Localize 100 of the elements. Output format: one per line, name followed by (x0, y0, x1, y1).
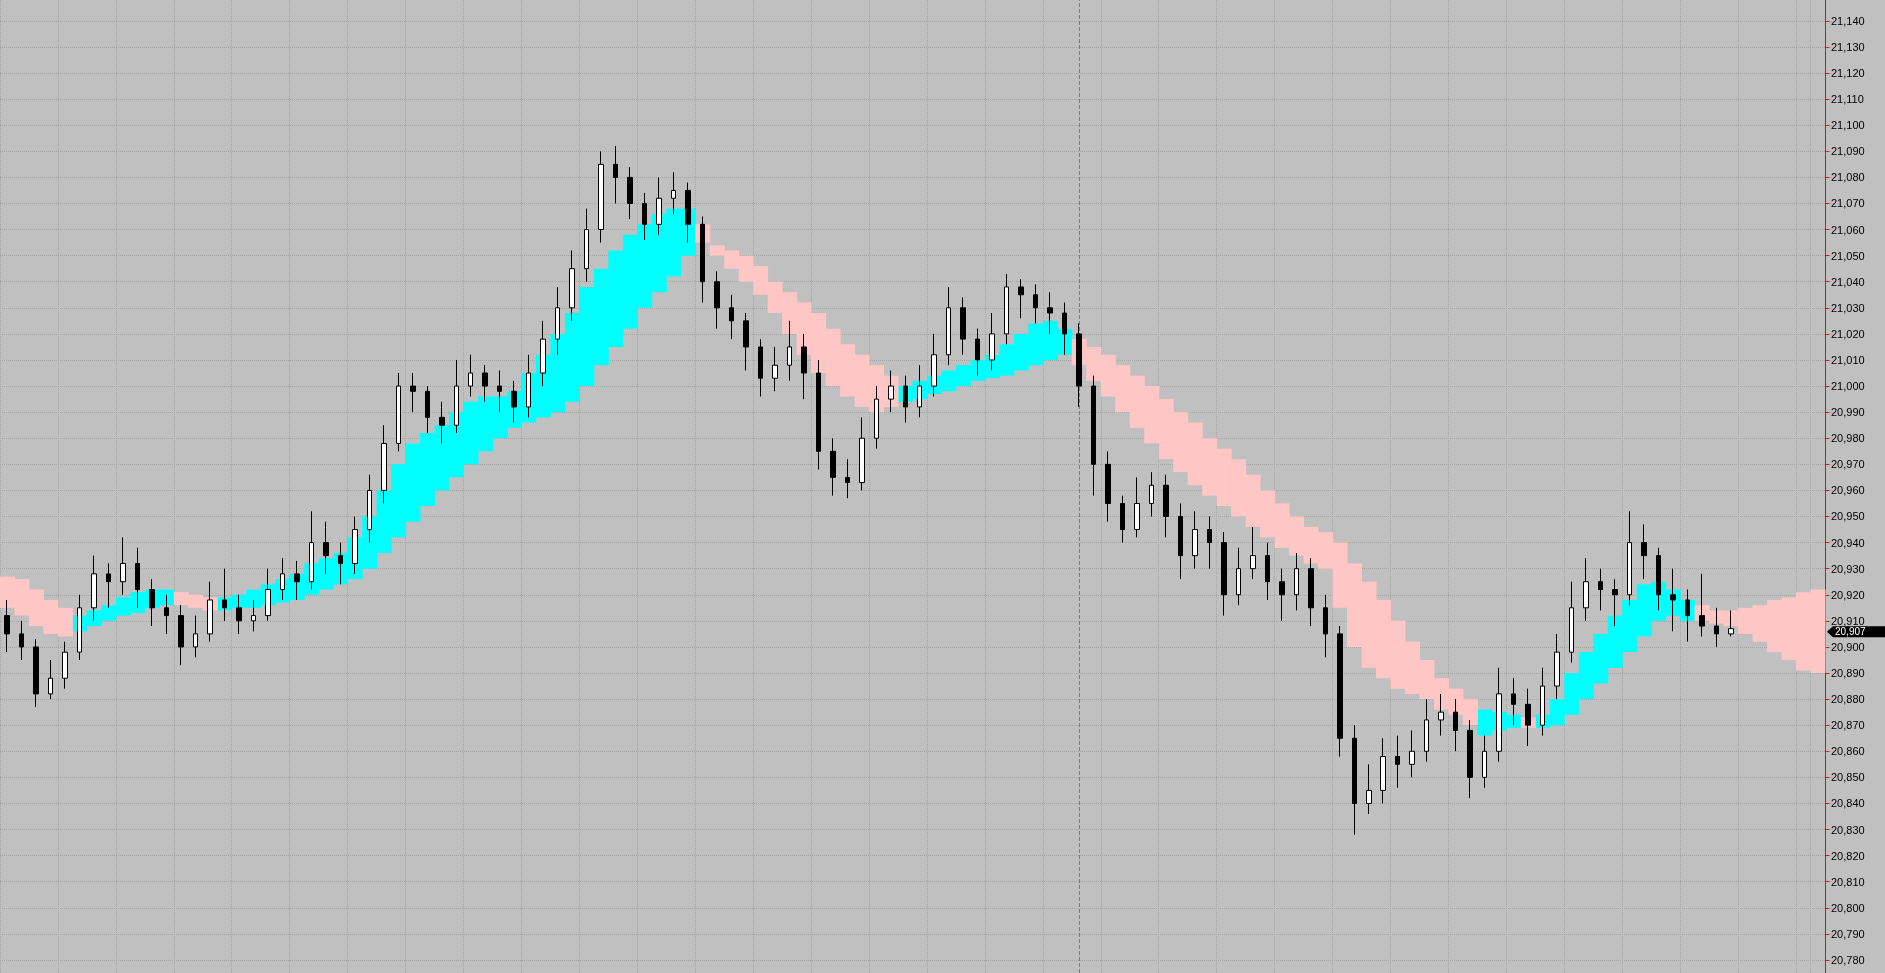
candlestick (975, 328, 980, 377)
candlestick (1482, 735, 1487, 789)
y-tick-label: 21,110 (1831, 93, 1864, 106)
y-tick-label: 21,030 (1831, 301, 1865, 314)
candlestick (33, 638, 39, 708)
candlestick (1380, 737, 1386, 804)
candlestick (48, 659, 53, 700)
y-tick-label: 20,990 (1831, 406, 1865, 419)
y-tick-label: 20,970 (1831, 458, 1865, 471)
candlestick (1554, 633, 1560, 700)
text: 20,907 (1835, 626, 1867, 638)
candlestick (149, 578, 155, 627)
candlestick (454, 359, 459, 434)
y-tick-label: 21,120 (1831, 67, 1865, 80)
candlestick (19, 620, 24, 661)
y-tick-label: 21,070 (1831, 197, 1865, 210)
candlestick (1337, 625, 1343, 757)
candlestick (1685, 589, 1690, 643)
candlestick (598, 150, 604, 244)
candlestick (1279, 568, 1285, 622)
candlestick (772, 346, 778, 392)
candlestick (1569, 581, 1574, 664)
candlestick (1076, 322, 1082, 408)
candlestick (1265, 542, 1270, 601)
candlestick (685, 182, 691, 244)
candlestick (338, 542, 343, 585)
candlestick (526, 354, 531, 418)
candlestick (569, 249, 575, 322)
candlestick (396, 372, 401, 452)
candlestick (1525, 688, 1531, 747)
candlestick (323, 521, 329, 575)
candlestick (280, 557, 285, 601)
candlestick (1728, 609, 1734, 637)
candlestick (859, 416, 865, 491)
candlestick (801, 333, 807, 400)
candlestick (1612, 578, 1618, 627)
candlestick (714, 270, 720, 330)
candlestick (1207, 516, 1212, 570)
y-tick-label: 20,900 (1831, 640, 1865, 653)
y-tick-label: 20,800 (1831, 901, 1865, 914)
candlestick (540, 320, 546, 387)
y-tick-label: 21,100 (1831, 119, 1865, 132)
candlestick (729, 294, 734, 340)
candlestick (1699, 573, 1705, 637)
candlestick (1496, 667, 1502, 763)
y-tick-label: 20,840 (1831, 797, 1865, 810)
candlestick (671, 171, 676, 215)
y-tick-label: 21,130 (1831, 40, 1865, 53)
y-tick-label: 21,010 (1831, 353, 1865, 366)
y-tick-label: 21,000 (1831, 380, 1865, 393)
y-tick-label: 20,890 (1831, 667, 1865, 680)
candlestick (1091, 375, 1096, 497)
candlestick (207, 581, 213, 643)
candlestick (656, 176, 662, 236)
candlestick (1105, 450, 1111, 523)
y-tick-label: 20,910 (1831, 614, 1865, 627)
candlestick (888, 369, 894, 413)
candlestick (1438, 693, 1444, 737)
candlestick (642, 192, 647, 241)
y-tick-label: 20,880 (1831, 693, 1865, 706)
candlestick (1323, 594, 1328, 658)
y-tick-label: 20,940 (1831, 536, 1865, 549)
candlestick (613, 145, 618, 204)
candlestick (1221, 531, 1227, 617)
candlestick (62, 641, 68, 690)
y-tick-label: 20,920 (1831, 588, 1865, 601)
y-tick-label: 20,950 (1831, 510, 1865, 523)
candlestick (482, 364, 488, 403)
y-tick-label: 21,080 (1831, 171, 1865, 184)
candlestick (1004, 273, 1009, 345)
candlestick (1163, 474, 1169, 538)
candlestick (236, 594, 242, 635)
candlestick (106, 562, 111, 609)
candlestick (1134, 476, 1140, 538)
candlestick (222, 568, 227, 622)
candlestick (309, 510, 314, 591)
y-tick-label: 20,860 (1831, 745, 1865, 758)
candlestick (1192, 510, 1198, 570)
y-tick-label: 21,040 (1831, 275, 1865, 288)
candlestick (989, 312, 995, 371)
y-tick-label: 20,870 (1831, 719, 1865, 732)
candlestick (874, 385, 879, 450)
candlestick (1018, 278, 1024, 319)
candlestick (1236, 547, 1241, 606)
candlestick (425, 385, 430, 434)
candlestick (352, 516, 358, 575)
y-tick-label: 20,850 (1831, 771, 1865, 784)
candlestick (1656, 547, 1661, 611)
candlestick (1641, 523, 1647, 580)
candlestick (1409, 729, 1415, 778)
candlestick (816, 359, 821, 471)
candlestick (787, 320, 792, 382)
candlestick (1540, 667, 1545, 737)
candlestick (497, 369, 502, 413)
candlestick (251, 599, 256, 632)
candlestick (1467, 719, 1473, 799)
y-tick-label: 20,810 (1831, 875, 1865, 888)
y-tick-label: 20,980 (1831, 432, 1865, 445)
candlestick (1149, 471, 1154, 517)
candlestick (946, 286, 951, 366)
